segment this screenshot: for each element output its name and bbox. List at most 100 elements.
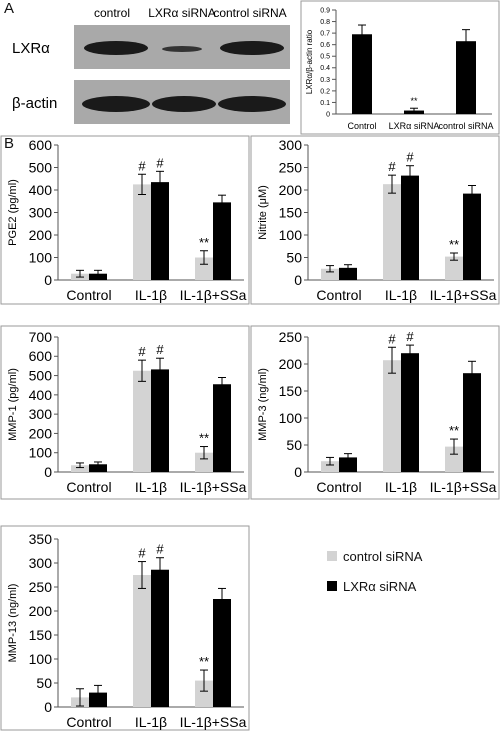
y-tick-label: 400 xyxy=(29,182,53,198)
legend-label-control-sirna: control siRNA xyxy=(343,548,423,564)
y-tick-label: 300 xyxy=(29,555,53,571)
bar xyxy=(383,184,401,280)
mmp3-chart: 0 50 100 150 200 250 MMP-3 (ng/ml) Control IL-1β… xyxy=(250,325,500,500)
y-tick-label: 0 xyxy=(44,464,52,480)
pge2-chart: 0 100 200 300 400 500 600 PGE2 (pg/ml) Control IL… xyxy=(0,135,250,305)
bar xyxy=(339,457,357,472)
x-tick-label: IL-1β xyxy=(385,479,417,495)
significance-marker: ** xyxy=(449,237,459,252)
blot-lane-label: LXRα siRNA xyxy=(148,6,216,20)
y-tick-label: 50 xyxy=(286,437,302,453)
blot-band xyxy=(218,96,286,112)
bar xyxy=(89,464,107,472)
x-tick-label: IL-1β xyxy=(135,714,167,730)
y-tick-label: 200 xyxy=(29,603,53,619)
y-tick-label: 0.8 xyxy=(320,19,330,26)
y-tick-label: 250 xyxy=(279,159,303,175)
y-tick-label: 50 xyxy=(36,675,52,691)
legend-swatch-control-sirna xyxy=(327,551,337,561)
blot-band xyxy=(84,41,148,55)
bar xyxy=(321,461,339,472)
y-tick-label: 0.2 xyxy=(320,88,330,95)
y-tick-label: 100 xyxy=(279,410,303,426)
bar xyxy=(195,680,213,707)
bar xyxy=(456,41,476,115)
significance-marker: # xyxy=(156,155,164,170)
y-tick-label: 0 xyxy=(44,272,52,288)
significance-marker: # xyxy=(388,159,396,174)
bar xyxy=(445,256,463,280)
blot-band xyxy=(162,46,202,52)
bar xyxy=(71,465,89,472)
legend-label-lxr-sirna: LXRα siRNA xyxy=(343,578,417,594)
y-tick-label: 100 xyxy=(279,227,303,243)
y-tick-label: 0 xyxy=(294,464,302,480)
y-axis-label: Nitrite (μM) xyxy=(257,185,269,240)
y-tick-label: 250 xyxy=(279,329,303,345)
bar xyxy=(151,369,169,472)
blot-row-label: β-actin xyxy=(12,95,57,112)
y-tick-label: 300 xyxy=(29,204,53,220)
significance-marker: ** xyxy=(410,96,418,106)
significance-marker: ** xyxy=(199,654,209,669)
y-tick-label: 300 xyxy=(29,406,53,422)
significance-marker: # xyxy=(406,150,414,165)
bar xyxy=(463,373,481,472)
bar xyxy=(133,184,151,280)
y-tick-label: 0.9 xyxy=(320,7,330,14)
legend-item-control-sirna: control siRNA xyxy=(327,545,487,567)
y-tick-label: 0 xyxy=(326,111,330,118)
y-tick-label: 50 xyxy=(286,249,302,265)
legend-swatch-lxr-sirna xyxy=(327,581,337,591)
bar xyxy=(352,34,372,115)
bar xyxy=(401,175,419,280)
bar xyxy=(151,569,169,707)
panel-label-b: B xyxy=(4,135,15,152)
x-tick-label: IL-1β+SSa xyxy=(430,479,497,495)
y-tick-label: 0.5 xyxy=(320,54,330,61)
y-tick-label: 100 xyxy=(29,651,53,667)
bar xyxy=(445,446,463,472)
x-tick-label: Control xyxy=(66,287,111,303)
bar xyxy=(195,257,213,280)
x-tick-label: IL-1β+SSa xyxy=(180,714,247,730)
y-tick-label: 0.1 xyxy=(320,100,330,107)
blot-band xyxy=(152,96,216,112)
y-tick-label: 0.7 xyxy=(320,31,330,38)
bar xyxy=(213,384,231,472)
bar xyxy=(383,360,401,472)
y-tick-label: 350 xyxy=(29,531,53,547)
y-tick-label: 600 xyxy=(29,348,53,364)
bar xyxy=(463,193,481,280)
x-tick-label: IL-1β xyxy=(385,287,417,303)
x-tick-label: control siRNA xyxy=(438,121,493,131)
x-tick-label: IL-1β+SSa xyxy=(180,479,247,495)
significance-marker: # xyxy=(156,342,164,357)
y-tick-label: 150 xyxy=(279,204,303,220)
y-axis-label: LXRα/β-actin ratio xyxy=(305,29,314,94)
significance-marker: # xyxy=(156,542,164,557)
blot-band xyxy=(220,41,284,55)
x-tick-label: Control xyxy=(66,714,111,730)
significance-marker: # xyxy=(138,344,146,359)
y-tick-label: 150 xyxy=(29,627,53,643)
bar xyxy=(195,452,213,472)
x-tick-label: Control xyxy=(347,121,376,131)
bar xyxy=(401,353,419,472)
blot-lane-label: control siRNA xyxy=(213,6,286,20)
bar xyxy=(133,575,151,707)
significance-marker: ** xyxy=(199,431,209,446)
y-tick-label: 0.3 xyxy=(320,77,330,84)
y-tick-label: 200 xyxy=(279,182,303,198)
x-tick-label: IL-1β xyxy=(135,287,167,303)
y-axis-label: MMP-13 (ng/ml) xyxy=(7,584,19,663)
y-tick-label: 250 xyxy=(29,579,53,595)
mmp1-chart: 0 100 200 300 400 500 600 700 MMP-1 (pg/ml) Contr… xyxy=(0,325,250,500)
y-tick-label: 100 xyxy=(29,249,53,265)
y-tick-label: 600 xyxy=(29,137,53,153)
y-tick-label: 400 xyxy=(29,387,53,403)
significance-marker: # xyxy=(138,158,146,173)
lxr-ratio-chart: 0 0.1 0.2 0.3 0.4 0.5 0.6 0.7 0.8 0.9 LXRα/β-actin… xyxy=(300,0,500,135)
y-tick-label: 200 xyxy=(29,227,53,243)
